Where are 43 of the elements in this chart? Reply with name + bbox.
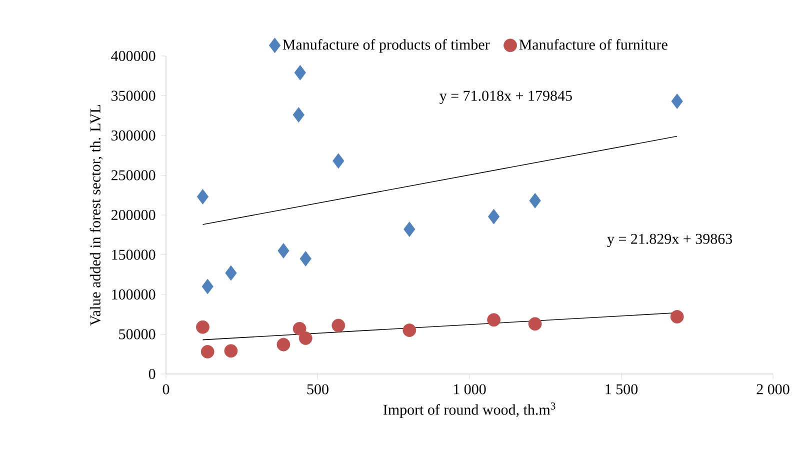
x-tick-label: 2 000 <box>756 384 790 394</box>
point <box>276 338 290 352</box>
point <box>292 322 306 336</box>
point <box>196 320 210 334</box>
point <box>528 317 542 331</box>
point <box>298 332 312 345</box>
legend-label: Manufacture of furniture <box>519 38 668 50</box>
point <box>402 324 416 337</box>
y-tick-label: 250000 <box>111 170 156 180</box>
point <box>332 318 346 332</box>
x-tick-label: 1 000 <box>454 384 486 394</box>
y-tick-label: 0 <box>148 368 156 380</box>
point <box>202 278 214 294</box>
point <box>200 345 214 358</box>
legend-label: Manufacture of products of timber <box>282 38 490 53</box>
point <box>224 344 238 358</box>
annotation: y = 71.018x + 179845 <box>440 90 572 104</box>
x-tick-label: 0 <box>162 384 170 394</box>
point <box>292 107 304 123</box>
annotation: y = 21.829x + 39863 <box>607 234 732 248</box>
point <box>670 310 684 324</box>
point <box>529 192 541 208</box>
point <box>332 153 344 169</box>
y-tick-label: 100000 <box>112 289 156 300</box>
y-tick-label: 400000 <box>111 50 156 62</box>
point <box>196 189 209 204</box>
point <box>404 222 416 237</box>
y-tick-label: 300000 <box>112 130 156 141</box>
point <box>488 208 500 224</box>
point <box>294 64 306 80</box>
point <box>225 265 237 281</box>
y-tick-label: 350000 <box>112 90 156 101</box>
point <box>671 94 683 110</box>
x-tick-label: 1 500 <box>606 384 638 394</box>
point <box>487 313 500 327</box>
point <box>278 243 290 258</box>
y-axis-title: Value added in forest sector, th. LVL <box>90 105 103 326</box>
x-axis-title: Import of round wood, th.m$^{3}$ <box>383 402 556 418</box>
y-tick-label: 200000 <box>111 210 156 220</box>
y-tick-label: 50000 <box>119 329 156 340</box>
x-tick-label: 500 <box>307 384 328 394</box>
point <box>300 251 312 266</box>
y-tick-label: 150000 <box>112 250 156 260</box>
